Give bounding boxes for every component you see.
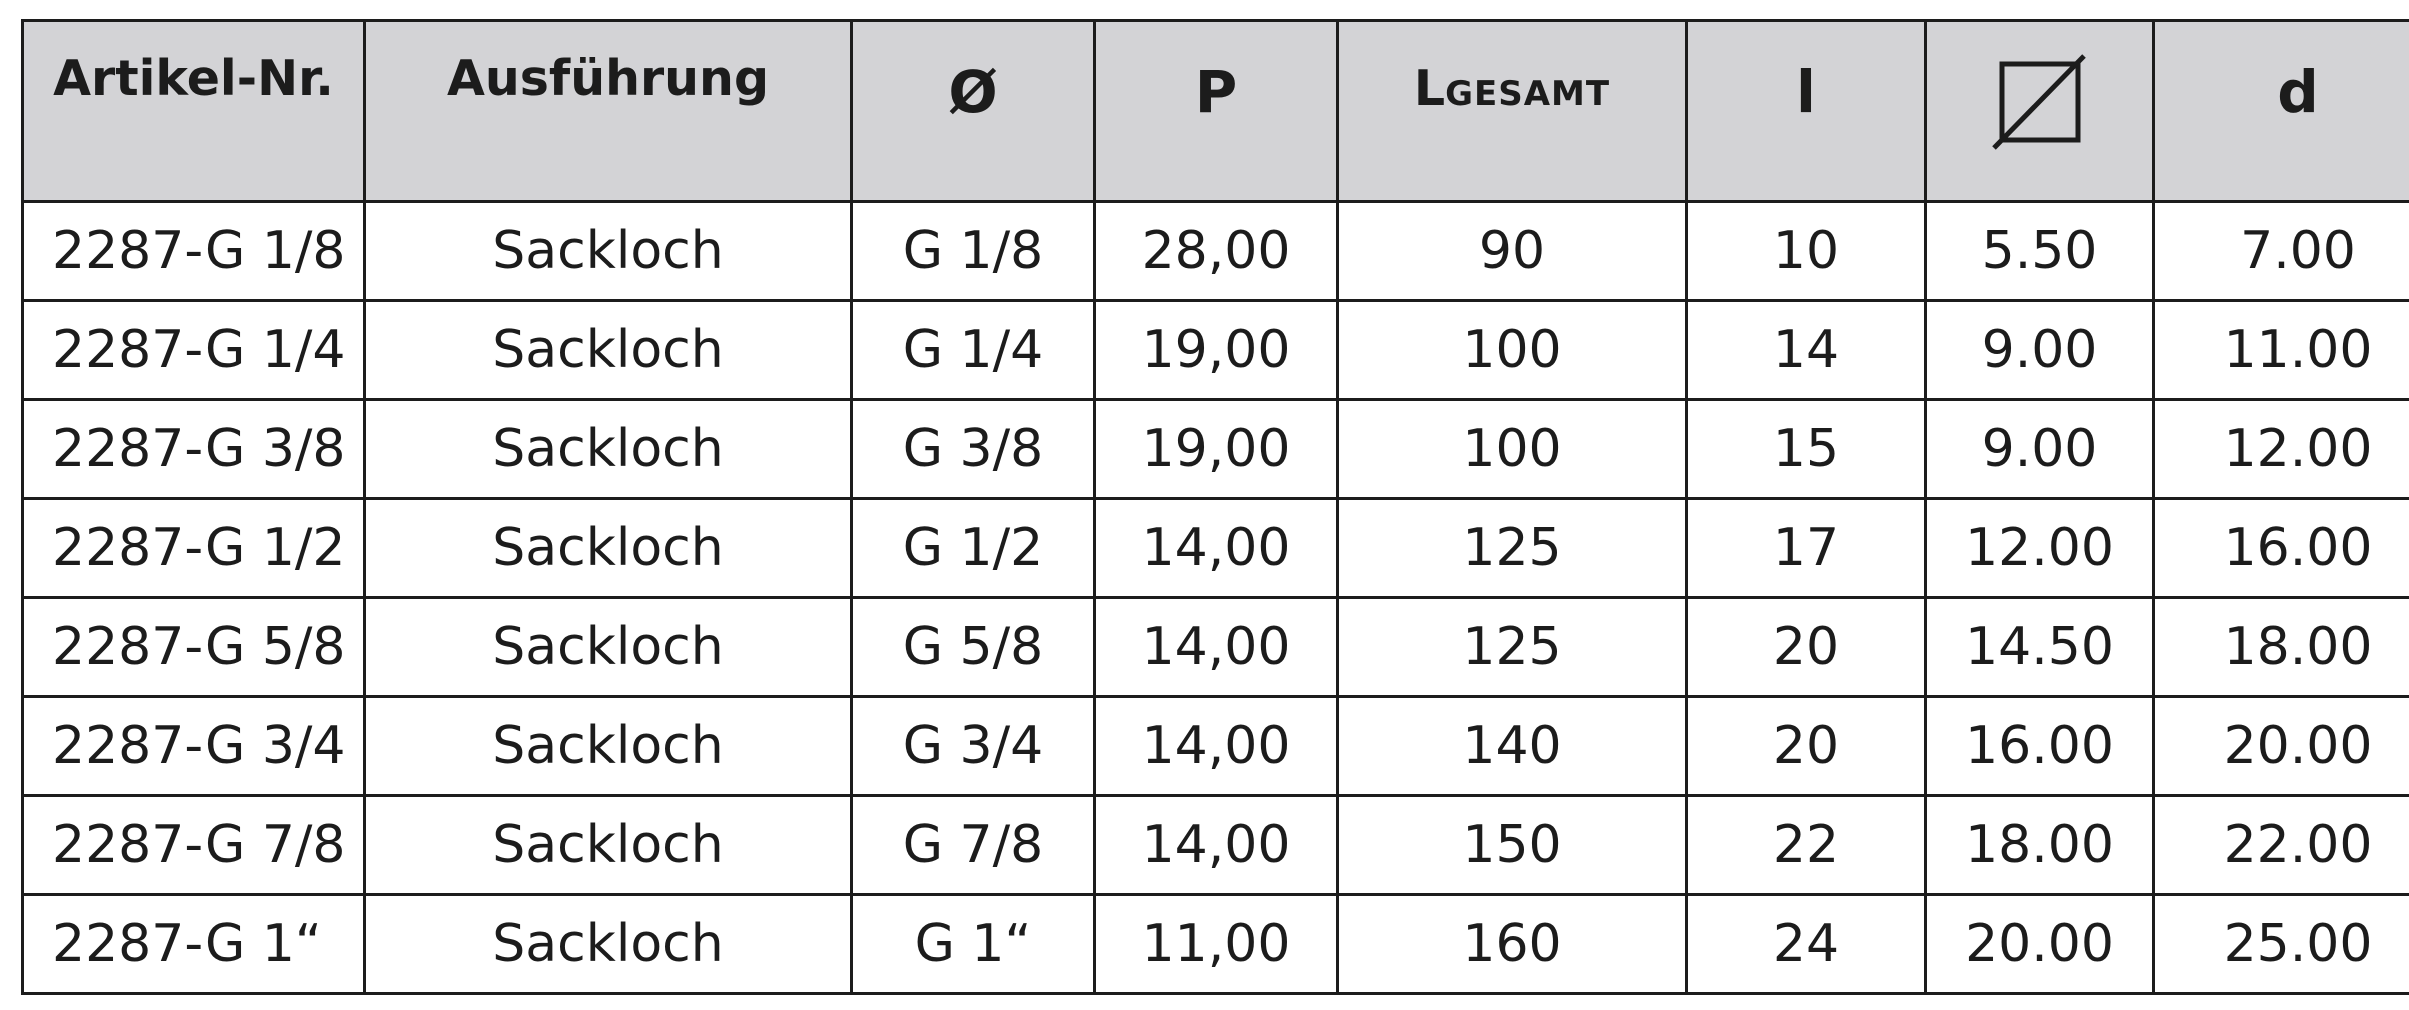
cell-l: 20 — [1685, 695, 1927, 797]
cell-d: 11.00 — [2152, 299, 2409, 401]
cell-square: 12.00 — [1924, 497, 2155, 599]
header-l-gesamt-sub: GESAMT — [1445, 74, 1611, 114]
cell-artikel-nr: 2287-G 5/8 — [21, 596, 366, 698]
cell-square: 5.50 — [1924, 200, 2155, 302]
table-row: 2287-G 7/8 Sackloch G 7/8 14,00 150 22 18.00 22… — [21, 794, 2409, 896]
cell-diameter: G 1/8 — [850, 200, 1096, 302]
cell-d: 18.00 — [2152, 596, 2409, 698]
header-l: l — [1685, 19, 1927, 203]
cell-l: 22 — [1685, 794, 1927, 896]
cell-l: 17 — [1685, 497, 1927, 599]
cell-d: 20.00 — [2152, 695, 2409, 797]
header-square — [1924, 19, 2155, 203]
table-row: 2287-G 3/8 Sackloch G 3/8 19,00 100 15 9.00 12.… — [21, 398, 2409, 500]
cell-diameter: G 5/8 — [850, 596, 1096, 698]
cell-ausfuehrung: Sackloch — [363, 398, 853, 500]
header-l-gesamt-main: L — [1413, 60, 1446, 117]
product-table-container: Artikel-Nr. Ausführung Ø P LGESAMT l d 2 — [21, 19, 2409, 995]
cell-ausfuehrung: Sackloch — [363, 497, 853, 599]
cell-diameter: G 1“ — [850, 893, 1096, 995]
cell-l-gesamt: 140 — [1336, 695, 1688, 797]
table-row: 2287-G 3/4 Sackloch G 3/4 14,00 140 20 16.00 20… — [21, 695, 2409, 797]
cell-square: 18.00 — [1924, 794, 2155, 896]
header-l-gesamt: LGESAMT — [1336, 19, 1688, 203]
cell-p: 14,00 — [1093, 794, 1339, 896]
cell-artikel-nr: 2287-G 1/2 — [21, 497, 366, 599]
cell-square: 20.00 — [1924, 893, 2155, 995]
cell-diameter: G 1/4 — [850, 299, 1096, 401]
cell-p: 19,00 — [1093, 299, 1339, 401]
cell-ausfuehrung: Sackloch — [363, 695, 853, 797]
cell-artikel-nr: 2287-G 1“ — [21, 893, 366, 995]
header-d: d — [2152, 19, 2409, 203]
cell-square: 9.00 — [1924, 299, 2155, 401]
cell-diameter: G 1/2 — [850, 497, 1096, 599]
table-row: 2287-G 1/4 Sackloch G 1/4 19,00 100 14 9.00 11.… — [21, 299, 2409, 401]
cell-l: 14 — [1685, 299, 1927, 401]
table-row: 2287-G 1/2 Sackloch G 1/2 14,00 125 17 12.00 16… — [21, 497, 2409, 599]
cell-l-gesamt: 160 — [1336, 893, 1688, 995]
square-diagonal-icon — [1929, 54, 2151, 150]
cell-l: 24 — [1685, 893, 1927, 995]
cell-ausfuehrung: Sackloch — [363, 794, 853, 896]
header-diameter: Ø — [850, 19, 1096, 203]
product-table: Artikel-Nr. Ausführung Ø P LGESAMT l d 2 — [21, 19, 2409, 995]
cell-l: 15 — [1685, 398, 1927, 500]
cell-artikel-nr: 2287-G 1/4 — [21, 299, 366, 401]
cell-l-gesamt: 90 — [1336, 200, 1688, 302]
cell-diameter: G 3/8 — [850, 398, 1096, 500]
cell-diameter: G 3/4 — [850, 695, 1096, 797]
cell-ausfuehrung: Sackloch — [363, 299, 853, 401]
cell-ausfuehrung: Sackloch — [363, 200, 853, 302]
cell-p: 19,00 — [1093, 398, 1339, 500]
cell-artikel-nr: 2287-G 3/8 — [21, 398, 366, 500]
cell-l-gesamt: 125 — [1336, 596, 1688, 698]
cell-square: 9.00 — [1924, 398, 2155, 500]
cell-p: 14,00 — [1093, 695, 1339, 797]
cell-d: 22.00 — [2152, 794, 2409, 896]
cell-square: 16.00 — [1924, 695, 2155, 797]
cell-l-gesamt: 125 — [1336, 497, 1688, 599]
table-row: 2287-G 1/8 Sackloch G 1/8 28,00 90 10 5.50 7.00 — [21, 200, 2409, 302]
table-row: 2287-G 1“ Sackloch G 1“ 11,00 160 24 20.00 25.0… — [21, 893, 2409, 995]
cell-artikel-nr: 2287-G 7/8 — [21, 794, 366, 896]
header-ausfuehrung: Ausführung — [363, 19, 853, 203]
cell-l: 20 — [1685, 596, 1927, 698]
header-row: Artikel-Nr. Ausführung Ø P LGESAMT l d — [21, 19, 2409, 203]
cell-artikel-nr: 2287-G 1/8 — [21, 200, 366, 302]
cell-artikel-nr: 2287-G 3/4 — [21, 695, 366, 797]
cell-l-gesamt: 100 — [1336, 398, 1688, 500]
cell-p: 28,00 — [1093, 200, 1339, 302]
header-artikel-nr: Artikel-Nr. — [21, 19, 366, 203]
cell-p: 11,00 — [1093, 893, 1339, 995]
cell-ausfuehrung: Sackloch — [363, 893, 853, 995]
cell-square: 14.50 — [1924, 596, 2155, 698]
cell-l-gesamt: 150 — [1336, 794, 1688, 896]
table-body: 2287-G 1/8 Sackloch G 1/8 28,00 90 10 5.50 7.00… — [21, 200, 2409, 995]
cell-l-gesamt: 100 — [1336, 299, 1688, 401]
cell-d: 12.00 — [2152, 398, 2409, 500]
cell-d: 25.00 — [2152, 893, 2409, 995]
table-row: 2287-G 5/8 Sackloch G 5/8 14,00 125 20 14.50 18… — [21, 596, 2409, 698]
header-p: P — [1093, 19, 1339, 203]
cell-p: 14,00 — [1093, 596, 1339, 698]
cell-d: 16.00 — [2152, 497, 2409, 599]
cell-ausfuehrung: Sackloch — [363, 596, 853, 698]
cell-l: 10 — [1685, 200, 1927, 302]
cell-p: 14,00 — [1093, 497, 1339, 599]
cell-d: 7.00 — [2152, 200, 2409, 302]
cell-diameter: G 7/8 — [850, 794, 1096, 896]
